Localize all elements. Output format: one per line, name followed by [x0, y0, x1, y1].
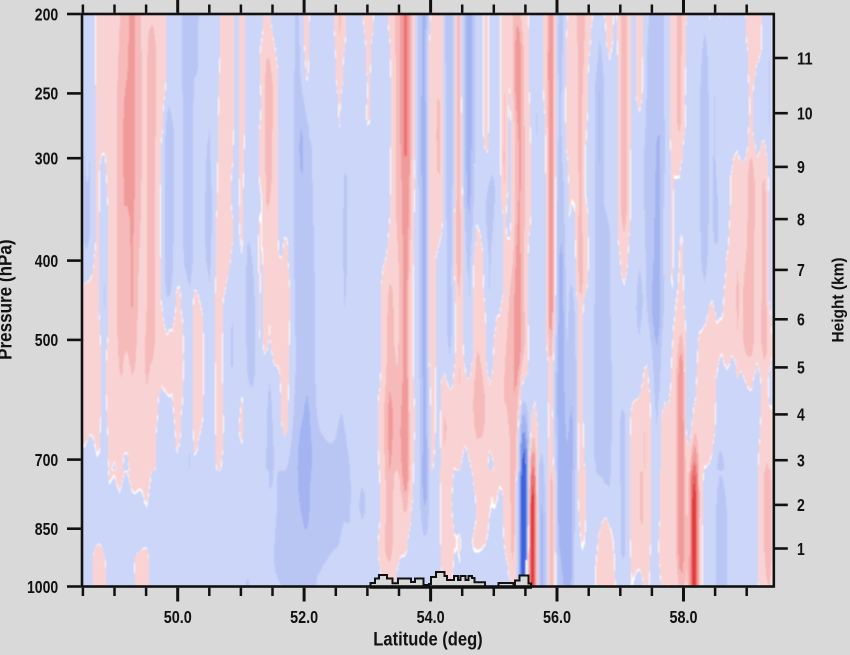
svg-text:7: 7	[797, 260, 805, 280]
svg-text:8: 8	[797, 209, 805, 229]
svg-text:Latitude (deg): Latitude (deg)	[373, 629, 482, 650]
svg-text:850: 850	[35, 519, 58, 539]
svg-text:Height (km): Height (km)	[830, 258, 848, 343]
svg-text:3: 3	[797, 451, 805, 471]
svg-text:1: 1	[797, 539, 805, 559]
svg-text:Pressure (hPa): Pressure (hPa)	[0, 239, 17, 360]
svg-text:700: 700	[35, 450, 58, 470]
svg-text:2: 2	[797, 495, 805, 515]
svg-text:250: 250	[35, 84, 58, 104]
svg-text:11: 11	[797, 48, 813, 68]
svg-text:50.0: 50.0	[164, 607, 192, 627]
svg-text:10: 10	[797, 104, 813, 124]
svg-text:54.0: 54.0	[417, 607, 445, 627]
svg-text:52.0: 52.0	[290, 607, 318, 627]
svg-text:500: 500	[35, 330, 58, 350]
svg-text:400: 400	[35, 251, 58, 271]
svg-text:4: 4	[797, 405, 805, 425]
svg-text:200: 200	[35, 4, 58, 24]
svg-text:58.0: 58.0	[670, 607, 698, 627]
svg-text:5: 5	[797, 358, 805, 378]
svg-text:9: 9	[797, 157, 805, 177]
svg-text:300: 300	[35, 149, 58, 169]
svg-text:6: 6	[797, 310, 805, 330]
svg-text:56.0: 56.0	[543, 607, 571, 627]
svg-text:1000: 1000	[27, 577, 58, 597]
